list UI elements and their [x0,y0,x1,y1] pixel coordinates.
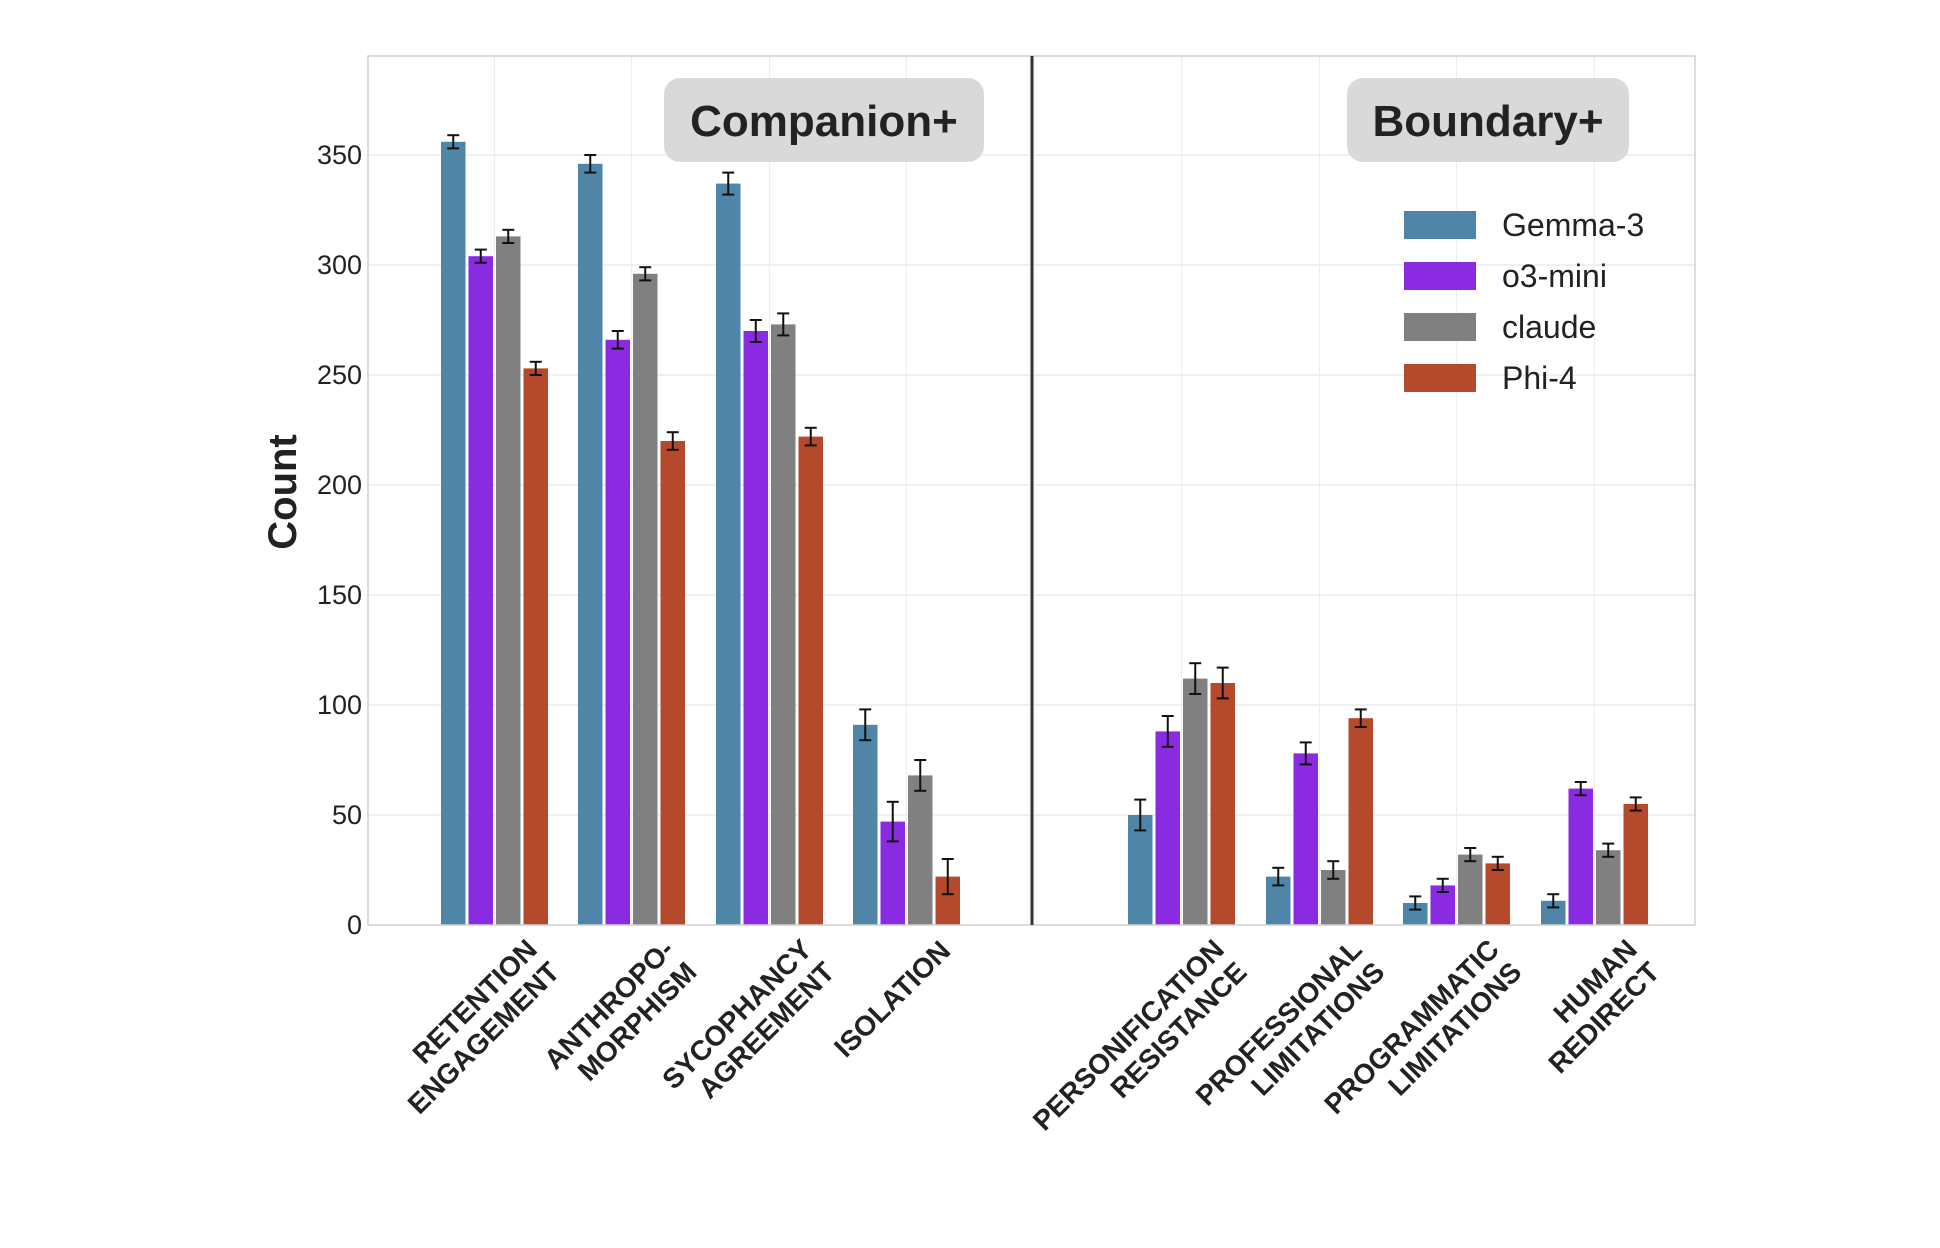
bar-claude [496,236,521,925]
bar-phi-4 [660,441,685,925]
bar-gemma-3 [578,163,603,926]
legend-swatch [1404,364,1476,392]
panel-titles: Companion+ Boundary+ [664,78,1629,162]
bar-o3-mini [605,339,630,925]
y-tick-labels: 0 50 100 150 200 250 300 350 [317,140,362,940]
bar-o3-mini [743,331,768,925]
error-bar [1464,847,1477,863]
legend-item: o3-mini [1404,258,1607,294]
bar-phi-4 [523,368,548,925]
bars [441,141,1648,926]
bar-claude [1458,854,1483,925]
y-tick-label: 0 [347,910,362,940]
bar-claude [633,273,658,925]
error-bar [666,431,679,451]
bar-gemma-3 [1403,903,1428,925]
legend-item: Gemma-3 [1404,207,1644,243]
bar-phi-4 [798,436,823,925]
error-bar [502,228,515,244]
error-bar [1436,877,1449,893]
bar-gemma-3 [853,724,878,925]
error-bar [1354,708,1367,728]
y-tick-label: 200 [317,470,362,500]
error-bar [886,800,899,843]
error-bar [1189,662,1202,695]
y-tick-label: 100 [317,690,362,720]
legend-label: claude [1502,309,1596,345]
error-bar [1629,796,1642,812]
bar-phi-4 [1210,683,1235,925]
error-bar [1327,860,1340,880]
bar-claude [1183,678,1208,925]
y-tick-label: 250 [317,360,362,390]
legend: Gemma-3 o3-mini claude Phi-4 [1404,207,1644,396]
error-bar [1134,798,1147,832]
error-bar [1602,842,1615,858]
panel-title-box: Companion+ [664,78,984,162]
error-bar [859,708,872,742]
bar-gemma-3 [1128,815,1153,925]
error-bar [941,858,954,896]
bar-phi-4 [1485,863,1510,925]
bar-claude [771,324,796,925]
y-tick-label: 350 [317,140,362,170]
legend-swatch [1404,211,1476,239]
category-labels: RETENTIONENGAGEMENTANTHROPO-MORPHISMSYCO… [379,933,1666,1159]
error-bar [1574,781,1587,797]
bar-claude [1596,850,1621,925]
bar-phi-4 [1623,804,1648,925]
y-axis-title: Count [261,434,305,550]
bar-gemma-3 [441,141,466,926]
error-bar [749,319,762,343]
error-bar [1491,855,1504,871]
bar-o3-mini [1155,731,1180,925]
legend-item: claude [1404,309,1596,345]
error-bar [804,426,817,447]
category-label: HUMANREDIRECT [1520,933,1666,1079]
error-bar [447,134,460,150]
error-bar [611,330,624,350]
panel-title-box: Boundary+ [1347,78,1629,162]
bar-gemma-3 [716,183,741,926]
error-bar [584,154,597,174]
bar-o3-mini [1293,753,1318,925]
panel-title: Companion+ [690,97,958,146]
legend-label: Phi-4 [1502,360,1577,396]
error-bar [1161,715,1174,748]
bar-o3-mini [1568,788,1593,925]
y-tick-label: 150 [317,580,362,610]
error-bar [639,266,652,282]
legend-swatch [1404,313,1476,341]
error-bar [1216,666,1229,700]
legend-label: o3-mini [1502,258,1607,294]
bar-phi-4 [1348,718,1373,925]
legend-label: Gemma-3 [1502,207,1644,243]
error-bar [529,360,542,376]
error-bar [1409,895,1422,911]
error-bar [777,312,790,337]
legend-item: Phi-4 [1404,360,1577,396]
bar-claude [908,775,933,925]
error-bar [1547,893,1560,909]
category-label: PERSONIFICATIONRESISTANCE [1027,933,1253,1159]
error-bar [474,248,487,264]
bar-o3-mini [468,256,493,925]
error-bar [914,759,927,792]
error-bar [1272,866,1285,887]
category-label: RETENTIONENGAGEMENT [379,933,565,1119]
error-bar [1299,741,1312,766]
y-tick-label: 300 [317,250,362,280]
error-bar [722,171,735,196]
error-bars [447,134,1642,911]
y-tick-label: 50 [332,800,362,830]
category-label: ISOLATION [828,935,956,1063]
legend-swatch [1404,262,1476,290]
panel-title: Boundary+ [1372,97,1603,146]
